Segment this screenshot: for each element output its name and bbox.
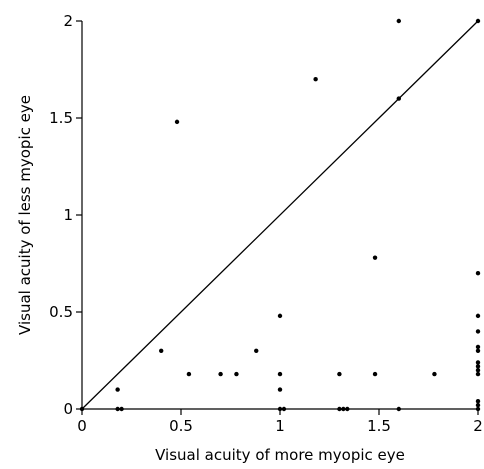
data-point — [281, 406, 287, 412]
data-point — [475, 271, 481, 276]
data-point — [186, 371, 192, 377]
data-point — [475, 348, 481, 353]
x-tick-label: 0.5 — [169, 417, 193, 435]
data-point — [115, 406, 120, 412]
data-point — [79, 406, 85, 412]
data-points — [79, 18, 481, 412]
data-point — [277, 313, 283, 319]
y-tick-label: 1.5 — [49, 109, 73, 127]
data-point — [119, 406, 124, 412]
y-tick-label: 0 — [63, 400, 73, 418]
data-point — [218, 371, 223, 377]
data-point — [159, 348, 164, 353]
data-point — [396, 18, 401, 24]
data-point — [432, 371, 437, 377]
y-tick-label: 2 — [63, 12, 73, 30]
x-tick-label: 1.5 — [367, 417, 391, 435]
identity-reference-line — [81, 20, 479, 410]
data-point — [337, 406, 342, 412]
data-point — [115, 387, 120, 392]
y-ticks: 0 0.5 1 1.5 2 — [49, 12, 82, 418]
data-point — [337, 371, 342, 377]
data-point — [475, 406, 481, 412]
x-tick-label: 2 — [473, 417, 483, 435]
data-point — [372, 371, 378, 377]
data-point — [341, 406, 346, 412]
data-point — [475, 329, 481, 334]
y-tick-label: 1 — [63, 206, 73, 224]
data-point — [277, 387, 283, 392]
data-point — [277, 406, 283, 412]
x-tick-label: 0 — [77, 417, 87, 435]
data-point — [396, 406, 401, 412]
data-point — [277, 371, 283, 377]
data-point — [475, 399, 481, 404]
data-point — [475, 402, 481, 408]
data-point — [475, 18, 481, 24]
data-point — [475, 344, 481, 350]
data-point — [396, 96, 401, 101]
data-point — [254, 348, 259, 353]
y-axis-title: Visual acuity of less myopic eye — [16, 95, 34, 335]
data-point — [234, 371, 239, 377]
x-axis-title: Visual acuity of more myopic eye — [155, 446, 405, 464]
data-point — [475, 364, 481, 369]
data-point — [475, 313, 481, 319]
y-tick-label: 0.5 — [49, 303, 73, 321]
data-point — [345, 406, 350, 412]
data-point — [475, 371, 481, 377]
data-point — [174, 119, 180, 125]
x-ticks: 0 0.5 1 1.5 2 — [77, 409, 483, 435]
data-point — [475, 368, 481, 373]
x-tick-label: 1 — [275, 417, 285, 435]
data-point — [372, 255, 378, 260]
data-point — [313, 77, 318, 82]
data-point — [475, 360, 481, 365]
